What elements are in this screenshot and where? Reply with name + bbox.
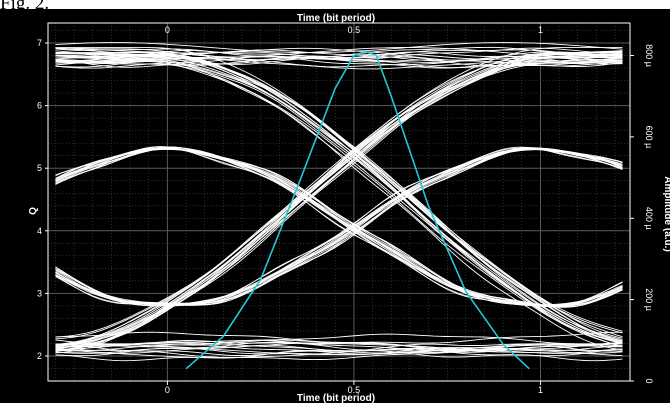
eye-trace-falling xyxy=(55,53,623,343)
eye-trace-rising xyxy=(55,52,623,348)
eye-trace-high xyxy=(55,55,623,69)
y-tick-label-left: 5 xyxy=(37,163,42,173)
y-tick-label-right: 600 µ xyxy=(644,126,654,149)
eye-trace-cross xyxy=(55,149,623,307)
eye-trace-falling xyxy=(55,47,623,344)
tick-labels: 0 0.5 1 0 0.5 1 2 3 4 5 6 7 0 200 µ 400 µ 600 µ 800 µ xyxy=(37,25,654,395)
eye-trace-falling xyxy=(55,52,623,347)
eye-trace-falling xyxy=(55,54,623,338)
y-axis-title-left: Q xyxy=(28,207,39,215)
eye-trace-high xyxy=(55,42,623,54)
eye-trace-rising xyxy=(55,62,623,348)
eye-traces xyxy=(55,42,623,362)
x-tick-label-top: 0.5 xyxy=(348,25,361,35)
y-tick-label-left: 6 xyxy=(37,101,42,111)
eye-trace-cross xyxy=(55,146,623,307)
y-tick-label-left: 7 xyxy=(37,38,42,48)
eye-trace-cross xyxy=(55,148,623,307)
chart-svg: 0 0.5 1 0 0.5 1 2 3 4 5 6 7 0 200 µ 400 µ 600 µ 800 µ Ti… xyxy=(28,13,670,403)
y-tick-label-right: 800 µ xyxy=(644,44,654,67)
y-tick-label-right: 0 xyxy=(644,378,654,383)
eye-trace-cross xyxy=(55,146,623,308)
eye-trace-rising xyxy=(55,47,623,350)
eye-trace-rising xyxy=(55,60,623,351)
x-axis-title-top: Time (bit period) xyxy=(297,13,375,24)
plot-border-rect xyxy=(47,22,631,382)
histogram-series xyxy=(185,50,530,370)
y-tick-label-left: 2 xyxy=(37,351,42,361)
eye-trace-high xyxy=(55,57,623,70)
eye-trace-cross xyxy=(55,146,623,308)
eye-trace-cross xyxy=(55,148,623,307)
eye-trace-falling xyxy=(55,56,623,342)
eye-trace-low xyxy=(55,344,623,356)
x-tick-label-top: 0 xyxy=(165,25,170,35)
eye-trace-falling xyxy=(55,58,623,334)
eye-trace-falling xyxy=(55,60,623,343)
eye-trace-falling xyxy=(55,60,623,332)
eye-trace-low xyxy=(55,331,623,344)
eye-trace-low xyxy=(55,342,623,354)
x-tick-label-bottom: 0.5 xyxy=(348,385,361,395)
histogram-line xyxy=(185,50,530,370)
y-tick-label-left: 4 xyxy=(37,226,42,236)
eye-trace-high xyxy=(55,55,623,68)
eye-trace-falling xyxy=(55,62,623,344)
eye-trace-low xyxy=(55,347,623,359)
eye-trace-rising xyxy=(55,58,623,340)
eye-trace-rising xyxy=(55,57,623,349)
y-tick-label-right: 400 µ xyxy=(644,207,654,230)
x-tick-label-top: 1 xyxy=(538,25,543,35)
eye-trace-cross xyxy=(55,146,623,307)
x-axis-title-bottom: Time (bit period) xyxy=(297,393,375,403)
y-tick-label-right: 200 µ xyxy=(644,288,654,311)
y-axis-title-right: Amplitude (a.u.) xyxy=(662,176,670,252)
eye-diagram-chart: 0 0.5 1 0 0.5 1 2 3 4 5 6 7 0 200 µ 400 µ 600 µ 800 µ Ti… xyxy=(0,9,670,403)
x-tick-label-bottom: 0 xyxy=(165,385,170,395)
y-tick-label-left: 3 xyxy=(37,288,42,298)
eye-trace-low xyxy=(55,339,623,352)
eye-trace-low xyxy=(55,342,623,354)
eye-trace-cross xyxy=(55,147,623,304)
plot-border xyxy=(47,22,631,382)
eye-trace-high xyxy=(55,47,623,60)
x-tick-label-bottom: 1 xyxy=(538,385,543,395)
eye-trace-rising xyxy=(55,55,623,345)
